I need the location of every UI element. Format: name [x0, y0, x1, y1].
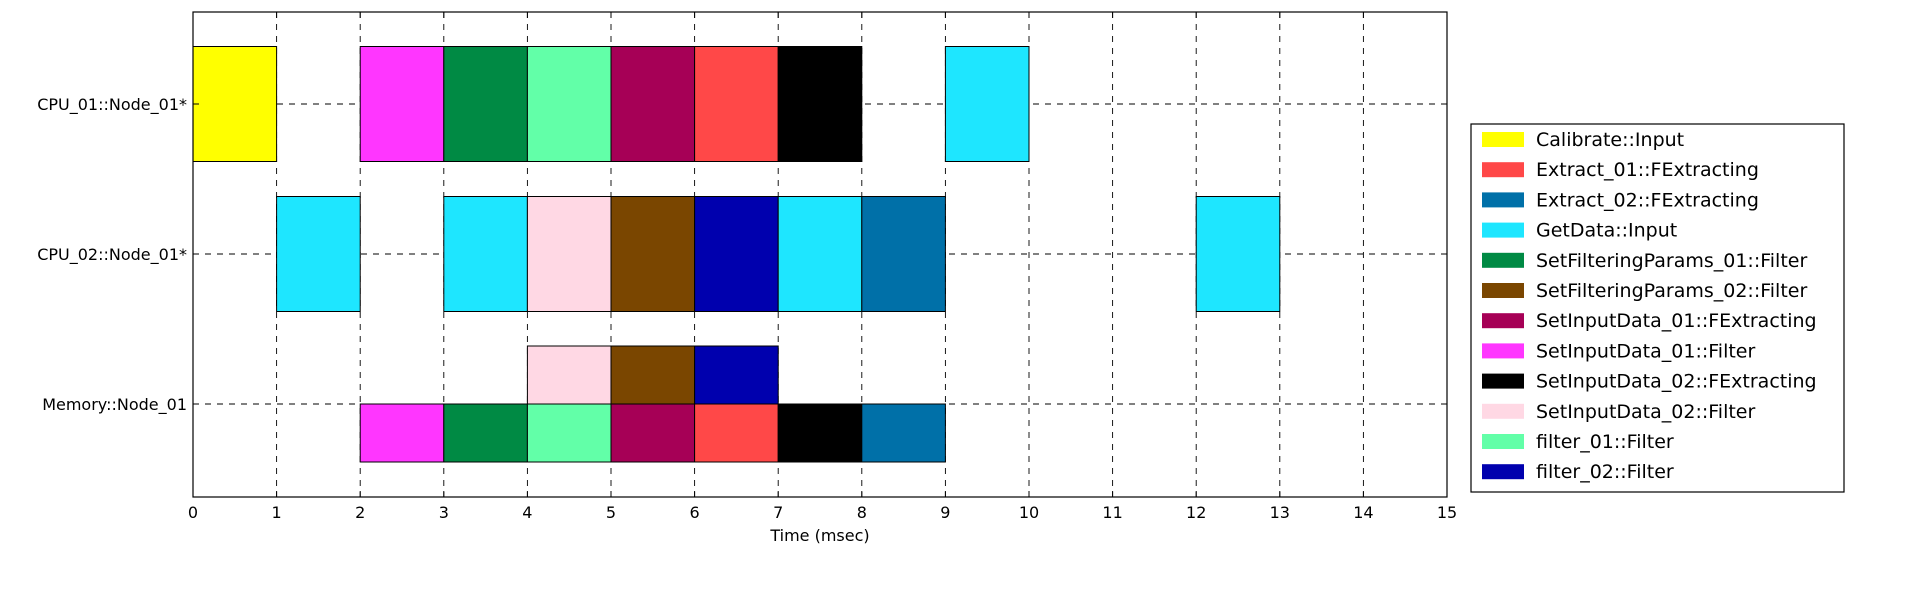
task-bar [861, 196, 946, 312]
task-bar [443, 46, 528, 162]
task-bar [276, 196, 361, 312]
row-labels: CPU_01::Node_01*CPU_02::Node_01*Memory::… [37, 95, 1447, 415]
legend-swatch [1482, 373, 1524, 389]
x-axis-ticks: 0 1 2 3 4 5 6 7 8 9 10 11 12 13 14 15 [188, 12, 1457, 522]
legend-swatch [1482, 464, 1524, 480]
legend-label: Extract_02::FExtracting [1536, 189, 1759, 211]
legend-label: SetInputData_01::Filter [1536, 340, 1755, 362]
task-bar [610, 46, 696, 162]
legend-label: SetFilteringParams_02::Filter [1536, 280, 1807, 302]
x-axis-title: Time (msec) [769, 526, 869, 545]
x-tick-label: 13 [1270, 503, 1290, 522]
row-label: CPU_02::Node_01* [37, 245, 187, 265]
x-tick-label: 14 [1353, 503, 1373, 522]
task-bar [610, 345, 696, 405]
task-bar [526, 46, 612, 162]
task-bar [694, 345, 779, 405]
legend-swatch [1482, 192, 1524, 208]
x-tick-label: 6 [690, 503, 700, 522]
task-bar [526, 345, 612, 405]
task-bar [610, 403, 696, 463]
legend-swatch [1482, 132, 1524, 147]
x-tick-label: 9 [940, 503, 950, 522]
legend-swatch [1482, 343, 1524, 359]
x-tick-label: 1 [272, 503, 282, 522]
task-bar [443, 196, 528, 312]
x-tick-label: 0 [188, 503, 198, 522]
legend-label: filter_02::Filter [1536, 461, 1674, 483]
x-tick-label: 3 [439, 503, 449, 522]
x-tick-label: 12 [1186, 503, 1206, 522]
legend-swatch [1482, 403, 1524, 419]
x-tick-label: 4 [522, 503, 532, 522]
task-bar [526, 196, 612, 312]
task-bar [359, 46, 445, 162]
x-tick-label: 7 [773, 503, 783, 522]
legend-label: Extract_01::FExtracting [1536, 159, 1759, 181]
legend-label: SetInputData_01::FExtracting [1536, 310, 1817, 332]
legend-swatch [1482, 222, 1524, 238]
task-bar [777, 196, 863, 312]
legend-items: Calibrate::InputExtract_01::FExtractingE… [1482, 129, 1817, 483]
row-label: CPU_01::Node_01* [37, 95, 187, 115]
row-label: Memory::Node_01 [42, 395, 187, 415]
task-bar [1195, 196, 1281, 312]
task-bar [694, 46, 779, 162]
task-bar [777, 46, 863, 162]
task-bar [526, 403, 612, 463]
task-bar [861, 403, 946, 463]
legend-swatch [1482, 283, 1524, 298]
legend-swatch [1482, 434, 1524, 449]
task-bar [944, 46, 1030, 162]
x-tick-label: 11 [1102, 503, 1122, 522]
x-tick-label: 10 [1019, 503, 1039, 522]
task-bars [192, 46, 1281, 463]
task-bar [694, 196, 779, 312]
legend-swatch [1482, 162, 1524, 178]
x-tick-label: 5 [606, 503, 616, 522]
legend: Calibrate::InputExtract_01::FExtractingE… [1470, 123, 1845, 493]
legend-swatch [1482, 252, 1524, 268]
legend-label: Calibrate::Input [1536, 129, 1684, 151]
task-bar [443, 403, 528, 463]
task-bar [192, 46, 278, 162]
task-bar [610, 196, 696, 312]
legend-swatch [1482, 313, 1524, 329]
legend-label: filter_01::Filter [1536, 431, 1674, 453]
x-tick-label: 8 [857, 503, 867, 522]
legend-label: SetInputData_02::FExtracting [1536, 371, 1817, 393]
legend-label: GetData::Input [1536, 220, 1677, 242]
x-tick-label: 2 [355, 503, 365, 522]
legend-label: SetInputData_02::Filter [1536, 401, 1755, 423]
task-bar [359, 403, 445, 463]
task-bar [777, 403, 863, 463]
legend-label: SetFilteringParams_01::Filter [1536, 250, 1807, 272]
x-tick-label: 15 [1437, 503, 1457, 522]
task-bar [694, 403, 779, 463]
legend-frame [1470, 123, 1845, 493]
